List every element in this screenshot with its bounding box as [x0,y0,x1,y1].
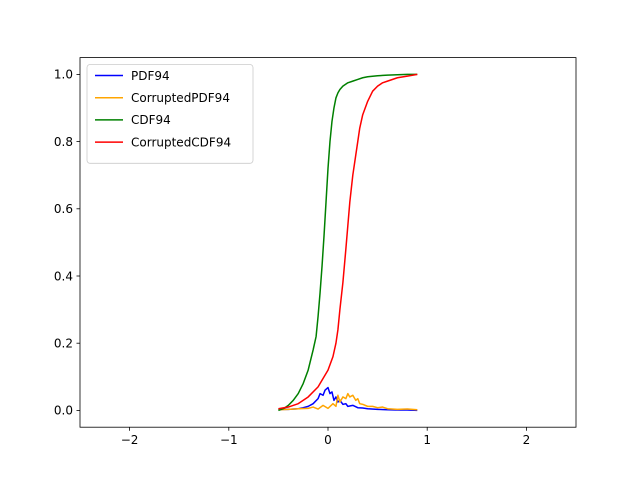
series-line-corruptedcdf94 [278,73,418,410]
legend-label: CorruptedCDF94 [131,135,231,149]
series-line-corruptedpdf94 [278,392,418,411]
y-tick-label: 1.0 [54,68,73,82]
y-tick-label: 0.6 [54,202,73,216]
y-tick-label: 0.4 [54,269,73,283]
series-line-cdf94 [278,73,418,412]
x-tick-label: −2 [121,433,139,447]
x-tick-label: 1 [423,433,431,447]
series-line-pdf94 [278,386,418,412]
y-tick-label: 0.8 [54,135,73,149]
x-tick-label: 2 [523,433,531,447]
legend-box [86,64,254,164]
legend-label: PDF94 [131,69,170,83]
series-layer [278,73,418,412]
legend-label: CorruptedPDF94 [131,91,230,105]
x-tick-label: 0 [324,433,332,447]
legend-label: CDF94 [131,113,171,127]
y-tick-label: 0.2 [54,337,73,351]
x-tick-label: −1 [220,433,238,447]
y-tick-label: 0.0 [54,404,73,418]
legend: PDF94 CorruptedPDF94 CDF94 CorruptedCDF94 [86,64,254,164]
axes-layer: −2 −1 0 1 2 0.0 0.2 0.4 0.6 0.8 1.0 [54,68,530,448]
